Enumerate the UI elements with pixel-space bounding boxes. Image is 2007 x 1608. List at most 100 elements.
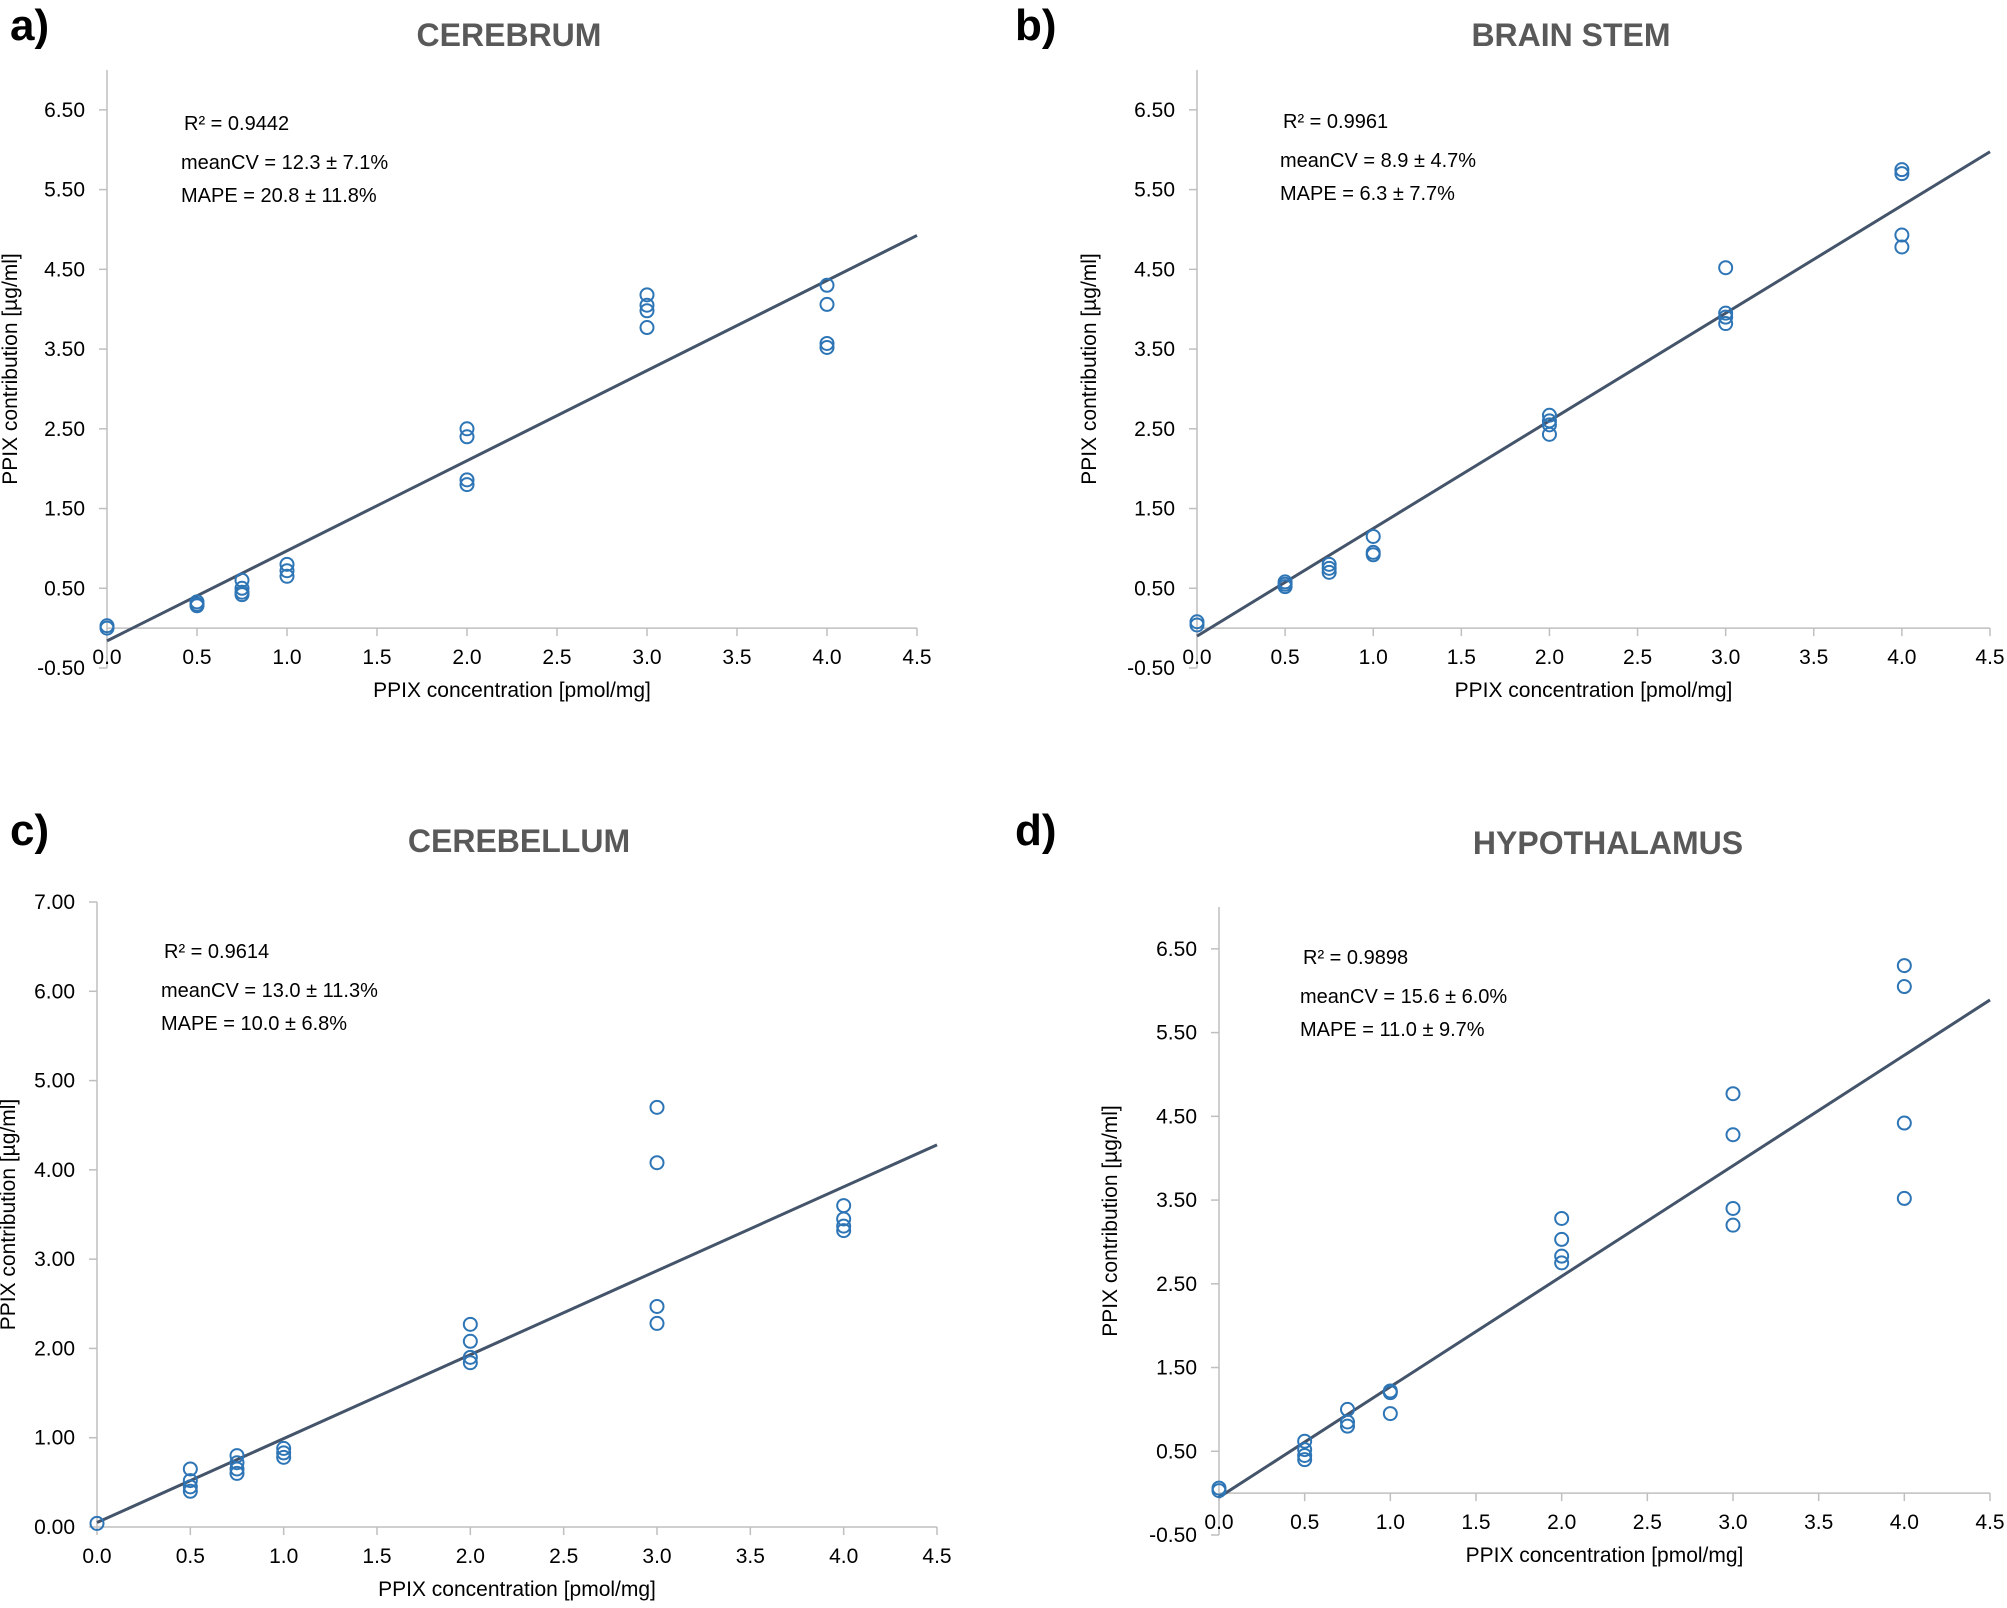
data-point	[459, 472, 475, 488]
data-point	[1896, 1115, 1912, 1131]
x-tick-label: 4.5	[1975, 1511, 2004, 1534]
y-tick-label: 6.50	[1134, 99, 1175, 122]
chart-panel-b: b) BRAIN STEM -0.50 0.50 1.50 2.50 3.50 4.50 5.5…	[1005, 0, 2005, 800]
data-point	[836, 1218, 852, 1234]
data-point	[649, 1298, 665, 1314]
x-tick-label: 2.0	[1535, 646, 1564, 669]
x-tick-label: 3.5	[1804, 1511, 1833, 1534]
chart-title: BRAIN STEM	[1471, 17, 1670, 53]
y-tick-label: 6.50	[44, 99, 85, 122]
y-tick-label: 7.00	[34, 891, 75, 914]
x-tick-label: 4.0	[1887, 646, 1916, 669]
x-tick-label: 0.0	[1182, 646, 1211, 669]
data-point	[1321, 560, 1337, 576]
y-tick-label: 4.50	[1134, 258, 1175, 281]
x-tick-label: 0.5	[176, 1545, 205, 1568]
data-point	[1297, 1442, 1313, 1458]
trendline	[106, 234, 918, 643]
x-tick-label: 0.5	[182, 646, 211, 669]
r-squared-label: R² = 0.9442	[184, 113, 289, 135]
data-point	[836, 1211, 852, 1227]
x-tick-label: 2.0	[452, 646, 481, 669]
data-point	[1725, 1127, 1741, 1143]
y-tick-label: 4.50	[1156, 1105, 1197, 1128]
y-tick-label: 2.50	[1156, 1273, 1197, 1296]
scatter-chart-c: c) CEREBELLUM 0.00 1.00 2.00 3.00 4.00 5.00 6.00…	[0, 806, 952, 1601]
data-point	[89, 1515, 105, 1531]
x-tick-label: 3.0	[1718, 1511, 1747, 1534]
y-tick-label: 6.50	[1156, 938, 1197, 961]
y-tick-label: 1.00	[34, 1427, 75, 1450]
chart-title: CEREBRUM	[417, 17, 602, 53]
data-point	[1297, 1433, 1313, 1449]
x-tick-label: 1.0	[1359, 646, 1388, 669]
data-point	[462, 1333, 478, 1349]
panel-letter: d)	[1015, 806, 1057, 855]
data-point	[462, 1316, 478, 1332]
data-point	[1554, 1210, 1570, 1226]
data-point	[1896, 979, 1912, 995]
x-tick-label: 4.0	[1890, 1511, 1919, 1534]
data-point	[462, 1349, 478, 1365]
data-point	[229, 1461, 245, 1477]
data-point	[819, 339, 835, 355]
chart-title: HYPOTHALAMUS	[1473, 825, 1743, 861]
data-point	[1896, 1190, 1912, 1206]
r-squared-label: R² = 0.9961	[1283, 111, 1388, 133]
data-point	[819, 335, 835, 351]
y-tick-label: 6.00	[34, 980, 75, 1003]
x-axis-title: PPIX concentration [pmol/mg]	[1455, 679, 1733, 702]
data-point	[1541, 407, 1557, 423]
data-point	[189, 598, 205, 614]
data-point	[819, 296, 835, 312]
data-point	[229, 1455, 245, 1471]
y-tick-label: 4.50	[44, 258, 85, 281]
data-point	[639, 320, 655, 336]
x-tick-label: 1.5	[362, 646, 391, 669]
y-axis-title: PPIX contribution [µg/ml]	[1078, 253, 1101, 485]
trendline	[1218, 998, 1991, 1499]
y-tick-label: 2.00	[34, 1337, 75, 1360]
y-tick-label: 3.50	[1156, 1189, 1197, 1212]
x-axis-title: PPIX concentration [pmol/mg]	[373, 679, 651, 702]
x-tick-label: 0.5	[1271, 646, 1300, 669]
data-point	[1554, 1231, 1570, 1247]
y-tick-label: 0.50	[1134, 577, 1175, 600]
data-point	[1321, 556, 1337, 572]
data-point	[276, 1440, 292, 1456]
data-point	[1297, 1447, 1313, 1463]
trendline	[1196, 150, 1991, 638]
data-point	[182, 1483, 198, 1499]
data-point	[1725, 1086, 1741, 1102]
mean-cv-label: meanCV = 12.3 ± 7.1%	[181, 152, 388, 174]
mape-label: MAPE = 20.8 ± 11.8%	[181, 185, 377, 207]
data-point	[276, 1445, 292, 1461]
y-tick-label: 5.50	[44, 179, 85, 202]
y-tick-label: 0.50	[44, 577, 85, 600]
data-point	[649, 1155, 665, 1171]
data-point	[234, 580, 250, 596]
y-tick-label: 2.50	[1134, 418, 1175, 441]
data-point	[1554, 1248, 1570, 1264]
data-point	[1894, 239, 1910, 255]
data-point	[1277, 579, 1293, 595]
r-squared-label: R² = 0.9614	[164, 941, 269, 963]
y-tick-label: 3.00	[34, 1248, 75, 1271]
data-point	[1896, 958, 1912, 974]
data-point	[1365, 528, 1381, 544]
x-tick-label: 2.0	[1547, 1511, 1576, 1534]
x-tick-label: 0.0	[92, 646, 121, 669]
data-point	[182, 1461, 198, 1477]
data-point	[1297, 1452, 1313, 1468]
x-tick-label: 0.5	[1290, 1511, 1319, 1534]
y-tick-label: 5.50	[1156, 1022, 1197, 1045]
data-point	[1189, 617, 1205, 633]
data-point	[459, 421, 475, 437]
data-point	[182, 1473, 198, 1489]
panel-letter: a)	[10, 1, 49, 50]
data-point	[836, 1198, 852, 1214]
data-point	[639, 287, 655, 303]
data-point	[1211, 1483, 1227, 1499]
data-point	[1541, 426, 1557, 442]
chart-panel-a: a) CEREBRUM -0.50 0.50 1.50 2.50 3.50 4.50 5.50 6…	[0, 0, 1000, 800]
